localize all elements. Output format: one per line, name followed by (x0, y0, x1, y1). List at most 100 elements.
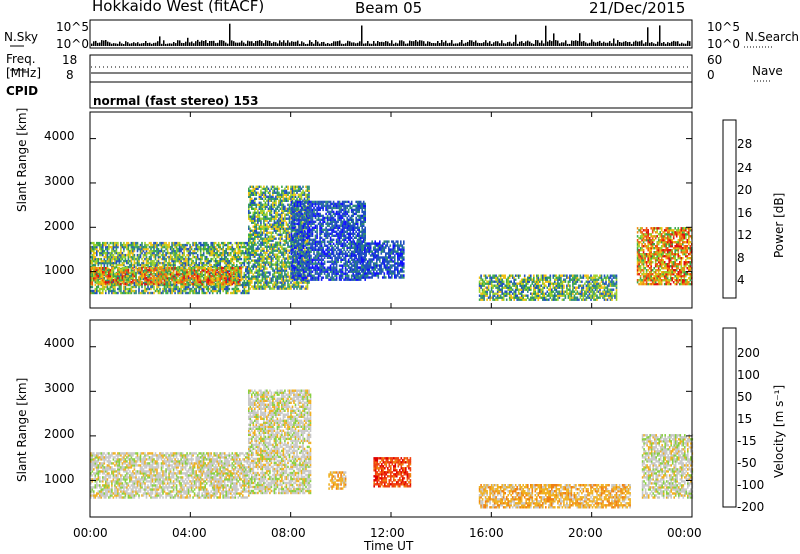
power-echo-cell (292, 256, 294, 259)
power-echo-cell (257, 219, 259, 222)
power-echo-cell (293, 212, 296, 216)
power-echo-cell (269, 207, 271, 210)
power-echo-cell (186, 253, 188, 257)
power-echo-cell (174, 253, 176, 257)
power-echo-cell (112, 282, 115, 286)
power-echo-cell (196, 275, 199, 278)
power-echo-cell (181, 257, 184, 261)
power-echo-cell (246, 249, 249, 253)
power-echo-cell (166, 251, 169, 255)
nsky-tick-low: 10^0 (56, 37, 89, 51)
power-echo-cell (298, 262, 300, 265)
power-echo-cell (205, 255, 208, 259)
power-echo-cell (269, 265, 271, 268)
power-echo-cell (228, 277, 231, 280)
power-echo-cell (299, 197, 301, 200)
power-echo-cell (201, 267, 203, 270)
power-echo-cell (255, 265, 258, 268)
power-echo-cell (266, 185, 268, 188)
power-echo-cell (127, 245, 130, 249)
power-echo-cell (252, 275, 255, 278)
power-echo-cell (252, 201, 255, 204)
nsky-bar (119, 41, 121, 46)
power-echo-cell (90, 247, 92, 251)
power-echo-cell (213, 263, 215, 267)
power-echo-cell (118, 285, 121, 289)
power-echo-cell (192, 277, 194, 280)
power-echo-cell (305, 200, 308, 204)
power-echo-cell (230, 279, 232, 282)
power-echo-cell (160, 267, 163, 270)
power-echo-cell (258, 287, 261, 290)
power-echo-cell (213, 253, 215, 257)
power-echo-cell (248, 259, 250, 263)
power-echo-cell (290, 264, 293, 267)
power-echo-cell (124, 253, 127, 257)
power-echo-cell (199, 267, 202, 270)
power-echo-cell (278, 219, 280, 222)
power-echo-cell (108, 251, 110, 255)
power-echo-cell (169, 269, 172, 272)
power-echo-cell (313, 266, 315, 269)
power-echo-cell (172, 257, 175, 261)
power-echo-cell (275, 207, 277, 210)
power-echo-cell (183, 269, 185, 272)
power-echo-cell (282, 281, 285, 284)
power-echo-cell (293, 189, 295, 192)
power-echo-cell (204, 241, 206, 245)
power-echo-cell (183, 257, 185, 261)
power-echo-cell (279, 267, 282, 270)
power-echo-cell (109, 289, 112, 293)
nsky-bar (321, 42, 323, 46)
nsky-bar (225, 42, 227, 46)
power-echo-cell (195, 287, 197, 291)
power-echo-cell (205, 251, 208, 255)
power-echo-cell (285, 251, 288, 254)
power-echo-cell (264, 267, 267, 270)
power-echo-cell (263, 239, 265, 242)
power-echo-cell (281, 275, 283, 278)
power-echo-cell (222, 251, 224, 255)
power-echo-cell (275, 275, 277, 278)
power-echo-cell (174, 291, 176, 295)
power-echo-cell (211, 289, 214, 293)
power-echo-cell (189, 245, 191, 249)
nsky-bar (467, 41, 469, 46)
power-echo-cell (285, 265, 288, 268)
power-echo-cell (133, 241, 136, 245)
power-echo-cell (278, 233, 280, 236)
power-echo-cell (251, 279, 253, 282)
power-echo-cell (254, 215, 256, 218)
power-echo-cell (228, 269, 231, 273)
power-echo-cell (148, 282, 151, 286)
power-echo-cell (144, 277, 146, 280)
power-echo-cell (298, 228, 300, 231)
power-echo-cell (91, 279, 94, 282)
power-echo-cell (310, 200, 312, 204)
power-cbar-tick-8: 8 (737, 251, 745, 265)
power-echo-cell (242, 265, 244, 269)
power-echo-cell (251, 203, 253, 206)
power-echo-cell (198, 281, 200, 284)
power-echo-cell (201, 281, 203, 284)
power-echo-cell (106, 263, 109, 267)
power-echo-cell (138, 287, 140, 291)
power-echo-cell (254, 233, 256, 236)
power-echo-cell (142, 263, 145, 267)
power-echo-cell (136, 261, 139, 265)
power-echo-cell (273, 243, 276, 246)
power-echo-cell (126, 275, 128, 278)
power-echo-cell (112, 257, 115, 261)
power-cbar-tick-24: 24 (737, 161, 753, 175)
power-echo-cell (120, 285, 122, 289)
power-echo-cell (272, 205, 274, 208)
power-echo-cell (118, 282, 121, 286)
power-echo-cell (145, 282, 148, 286)
nsky-bar (123, 44, 125, 46)
power-echo-cell (168, 251, 170, 255)
power-echo-cell (178, 249, 181, 253)
power-echo-cell (279, 249, 282, 252)
power-echo-cell (292, 258, 294, 261)
power-echo-cell (285, 195, 288, 198)
power-echo-cell (304, 276, 306, 279)
